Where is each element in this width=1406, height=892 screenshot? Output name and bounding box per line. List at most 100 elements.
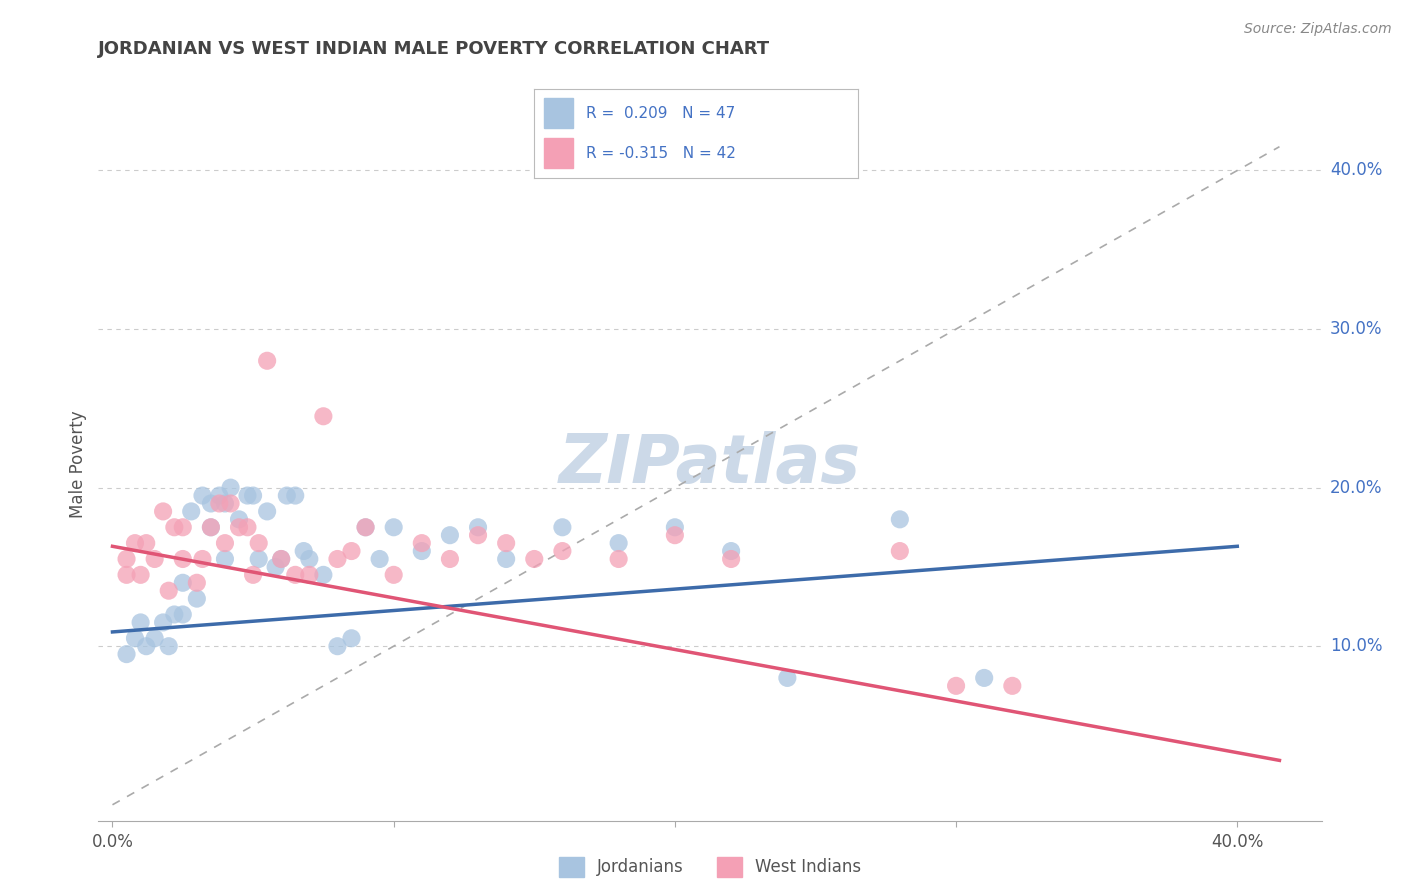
Point xyxy=(298,552,321,566)
Point xyxy=(439,552,461,566)
Point xyxy=(172,575,194,590)
Point xyxy=(186,591,208,606)
Point xyxy=(340,544,363,558)
Point xyxy=(340,632,363,646)
Point xyxy=(214,536,236,550)
Point xyxy=(208,489,231,503)
Bar xyxy=(544,98,574,128)
Point xyxy=(219,481,242,495)
Text: JORDANIAN VS WEST INDIAN MALE POVERTY CORRELATION CHART: JORDANIAN VS WEST INDIAN MALE POVERTY CO… xyxy=(98,40,770,58)
Point xyxy=(152,615,174,630)
Point xyxy=(172,607,194,622)
Point xyxy=(242,489,264,503)
Bar xyxy=(544,138,574,168)
Point xyxy=(326,639,349,653)
Point xyxy=(551,520,574,534)
Point xyxy=(214,552,236,566)
Point xyxy=(551,544,574,558)
Point xyxy=(135,639,157,653)
Point xyxy=(607,536,630,550)
Point xyxy=(157,583,180,598)
Point xyxy=(143,552,166,566)
Point xyxy=(191,552,214,566)
Point xyxy=(312,567,335,582)
Point xyxy=(354,520,377,534)
Point xyxy=(135,536,157,550)
Point xyxy=(115,567,138,582)
Point xyxy=(889,512,911,526)
Point xyxy=(467,528,489,542)
Point xyxy=(172,552,194,566)
Text: ZIPatlas: ZIPatlas xyxy=(560,431,860,497)
Point xyxy=(523,552,546,566)
Point xyxy=(495,536,517,550)
Point xyxy=(720,552,742,566)
Point xyxy=(200,496,222,510)
Point xyxy=(354,520,377,534)
Point xyxy=(776,671,799,685)
Point xyxy=(284,567,307,582)
Point xyxy=(200,520,222,534)
Point xyxy=(368,552,391,566)
Point xyxy=(129,615,152,630)
Text: R =  0.209   N = 47: R = 0.209 N = 47 xyxy=(586,106,735,120)
Point xyxy=(326,552,349,566)
Point xyxy=(208,496,231,510)
Point xyxy=(889,544,911,558)
Point xyxy=(247,536,270,550)
Point xyxy=(115,552,138,566)
Point xyxy=(163,607,186,622)
Point xyxy=(242,567,264,582)
Point xyxy=(191,489,214,503)
Text: 30.0%: 30.0% xyxy=(1330,320,1382,338)
Point xyxy=(124,632,146,646)
Point xyxy=(115,647,138,661)
Point xyxy=(200,520,222,534)
Point xyxy=(270,552,292,566)
Point xyxy=(163,520,186,534)
Text: Source: ZipAtlas.com: Source: ZipAtlas.com xyxy=(1244,22,1392,37)
Point xyxy=(270,552,292,566)
Point xyxy=(276,489,298,503)
Point xyxy=(236,520,259,534)
Point xyxy=(411,536,433,550)
Point xyxy=(720,544,742,558)
Point xyxy=(945,679,967,693)
Text: 10.0%: 10.0% xyxy=(1330,637,1382,656)
Y-axis label: Male Poverty: Male Poverty xyxy=(69,410,87,517)
Point xyxy=(143,632,166,646)
Point xyxy=(256,353,278,368)
Point xyxy=(382,567,405,582)
Point xyxy=(495,552,517,566)
Point xyxy=(157,639,180,653)
Point xyxy=(152,504,174,518)
Point xyxy=(256,504,278,518)
Point xyxy=(284,489,307,503)
Point xyxy=(439,528,461,542)
Point xyxy=(292,544,315,558)
Point xyxy=(382,520,405,534)
Point xyxy=(228,512,250,526)
Legend: Jordanians, West Indians: Jordanians, West Indians xyxy=(553,850,868,884)
Point xyxy=(973,671,995,685)
Point xyxy=(298,567,321,582)
Text: 20.0%: 20.0% xyxy=(1330,479,1382,497)
Point xyxy=(1001,679,1024,693)
Point xyxy=(312,409,335,424)
Point xyxy=(236,489,259,503)
Point xyxy=(228,520,250,534)
Point xyxy=(214,496,236,510)
Point xyxy=(607,552,630,566)
Point xyxy=(247,552,270,566)
Point xyxy=(411,544,433,558)
Point xyxy=(219,496,242,510)
Point xyxy=(664,528,686,542)
Point xyxy=(124,536,146,550)
Point xyxy=(186,575,208,590)
Point xyxy=(467,520,489,534)
Text: R = -0.315   N = 42: R = -0.315 N = 42 xyxy=(586,146,735,161)
Point xyxy=(180,504,202,518)
Point xyxy=(264,560,287,574)
Text: 40.0%: 40.0% xyxy=(1330,161,1382,179)
Point xyxy=(172,520,194,534)
